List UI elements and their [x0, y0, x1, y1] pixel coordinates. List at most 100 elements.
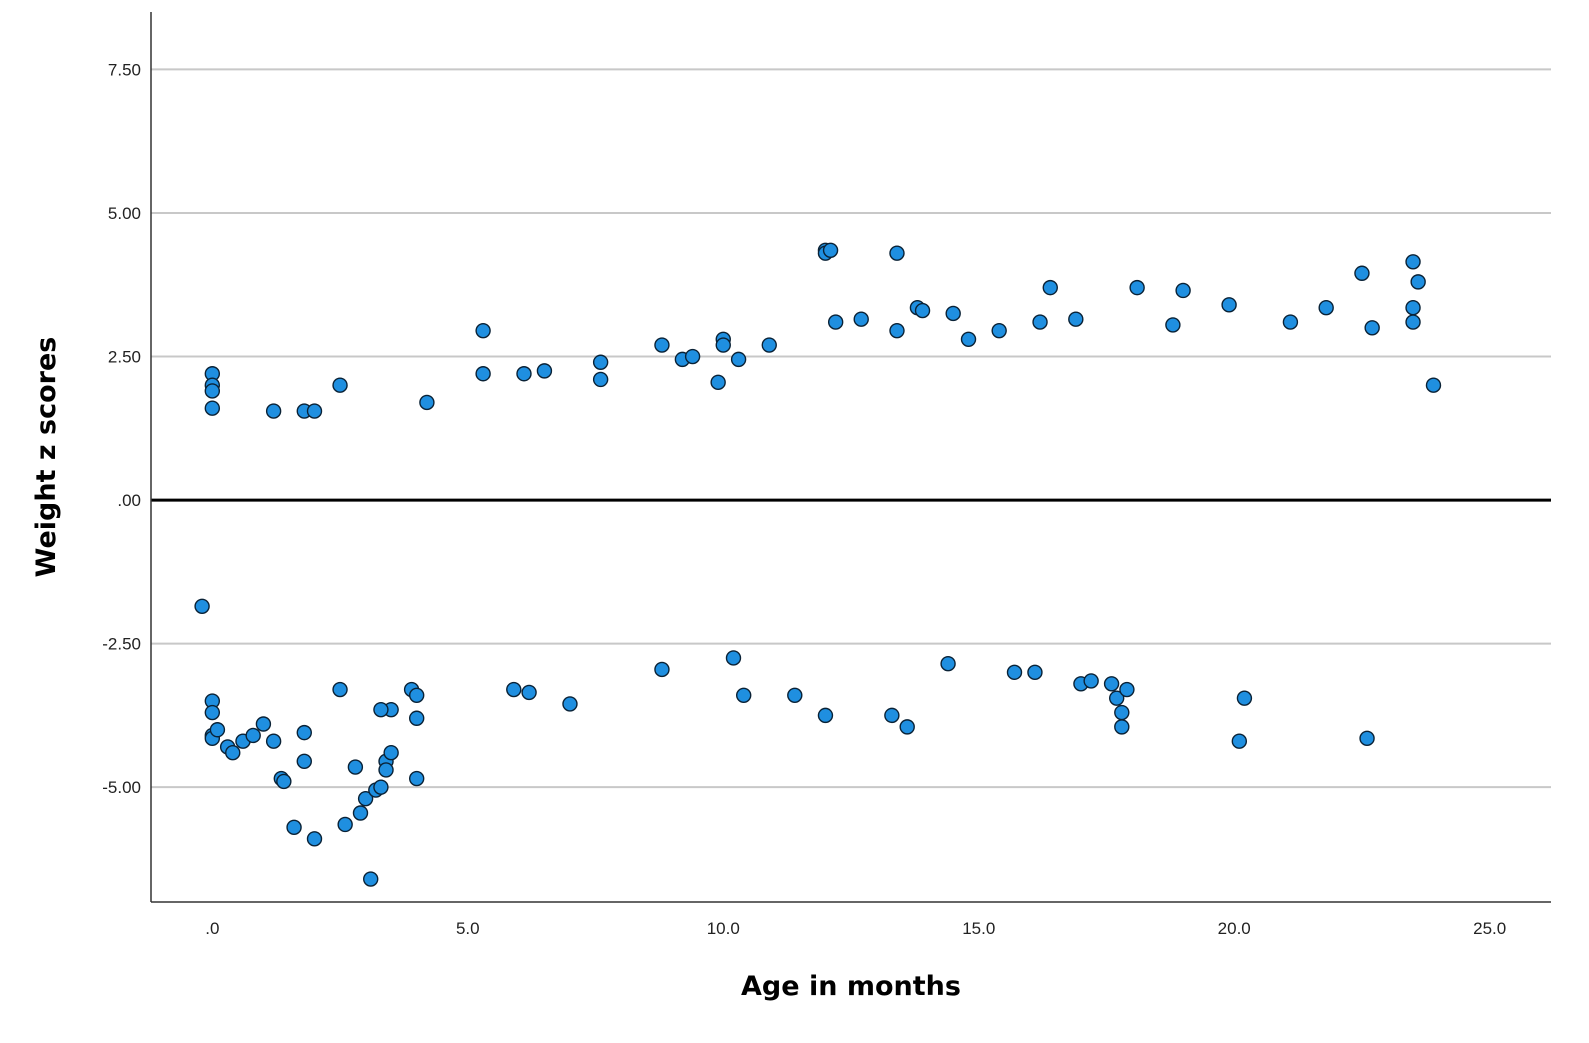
data-point [1405, 314, 1421, 330]
data-point [761, 337, 777, 353]
data-point [378, 762, 394, 778]
data-point [373, 779, 389, 795]
data-point [1103, 676, 1120, 692]
data-point [991, 322, 1007, 339]
data-point [592, 354, 609, 370]
data-point [654, 661, 670, 678]
x-tick-label: 15.0 [962, 919, 995, 938]
data-point [889, 322, 905, 339]
data-point [516, 366, 532, 382]
data-point [914, 302, 931, 319]
data-point [1359, 730, 1375, 747]
data-point [960, 331, 977, 347]
data-point [296, 724, 312, 741]
data-point [276, 773, 292, 790]
data-point [419, 394, 435, 411]
data-point [1282, 314, 1299, 330]
x-tick-label: 25.0 [1473, 919, 1506, 938]
data-point [1410, 274, 1426, 290]
data-point [408, 710, 425, 726]
data-point [306, 831, 323, 847]
x-tick-label: 10.0 [707, 919, 740, 938]
data-point [654, 337, 670, 353]
data-point [817, 707, 834, 724]
data-point [1165, 317, 1181, 333]
data-point [1236, 690, 1253, 706]
data-point [822, 242, 839, 258]
data-point [562, 696, 578, 712]
data-point [899, 719, 915, 735]
data-point [383, 745, 399, 761]
data-point [684, 348, 701, 365]
data-point [1405, 300, 1421, 316]
data-point [408, 770, 425, 787]
data-point [225, 745, 241, 761]
data-point [853, 311, 869, 327]
y-axis-title: Weight z scores [31, 337, 62, 578]
data-point [337, 816, 353, 833]
data-point [536, 363, 553, 379]
data-point [245, 727, 261, 744]
data-point [730, 351, 747, 368]
data-point [521, 684, 537, 701]
data-point [787, 687, 803, 703]
data-point [1042, 279, 1058, 296]
data-point [1108, 690, 1125, 706]
y-tick-label: 5.00 [108, 204, 141, 223]
data-point [373, 701, 389, 718]
data-point [827, 314, 844, 330]
data-point [204, 400, 221, 416]
data-point [204, 383, 221, 399]
data-point [1068, 311, 1084, 327]
data-point [945, 305, 961, 322]
x-tick-label: 5.0 [456, 919, 480, 938]
data-point [1083, 673, 1099, 689]
data-point [475, 366, 491, 382]
data-point [1364, 320, 1380, 336]
data-points [194, 242, 1442, 887]
data-point [884, 707, 900, 724]
data-point [352, 805, 369, 821]
data-point [1114, 704, 1130, 721]
data-point [286, 819, 302, 836]
data-point [347, 759, 364, 775]
data-point [736, 687, 752, 703]
data-point [1354, 265, 1370, 281]
data-point [265, 733, 282, 749]
data-point [1231, 733, 1248, 749]
x-tick-labels: .0 5.0 10.0 15.0 20.0 25.0 [205, 919, 1506, 938]
data-point [255, 716, 272, 732]
data-point [715, 337, 731, 353]
data-point [725, 650, 742, 666]
data-point [194, 598, 210, 614]
x-tick-label: .0 [205, 919, 219, 938]
data-point [1119, 681, 1135, 698]
data-point [204, 704, 221, 721]
x-tick-label: 20.0 [1218, 919, 1251, 938]
data-point [1318, 300, 1334, 316]
data-point [357, 790, 374, 807]
data-point [1425, 377, 1442, 393]
y-tick-label: -2.50 [102, 635, 141, 654]
gridlines [151, 68, 1551, 789]
data-point [889, 245, 905, 261]
data-point [265, 403, 282, 419]
data-point [408, 687, 425, 703]
x-axis-title: Age in months [741, 971, 961, 1002]
data-point [940, 656, 956, 672]
data-point [592, 371, 609, 388]
y-tick-label: .00 [117, 491, 141, 510]
data-point [332, 681, 348, 698]
data-point [1405, 254, 1421, 270]
data-point [209, 722, 226, 738]
data-point [1114, 719, 1130, 735]
data-point [1175, 282, 1191, 299]
data-point [1129, 279, 1145, 296]
data-point [296, 753, 312, 770]
y-tick-label: -5.00 [102, 778, 141, 797]
data-point [332, 377, 348, 393]
data-point [1006, 664, 1023, 681]
data-point [306, 403, 323, 419]
y-tick-label: 2.50 [108, 348, 141, 367]
